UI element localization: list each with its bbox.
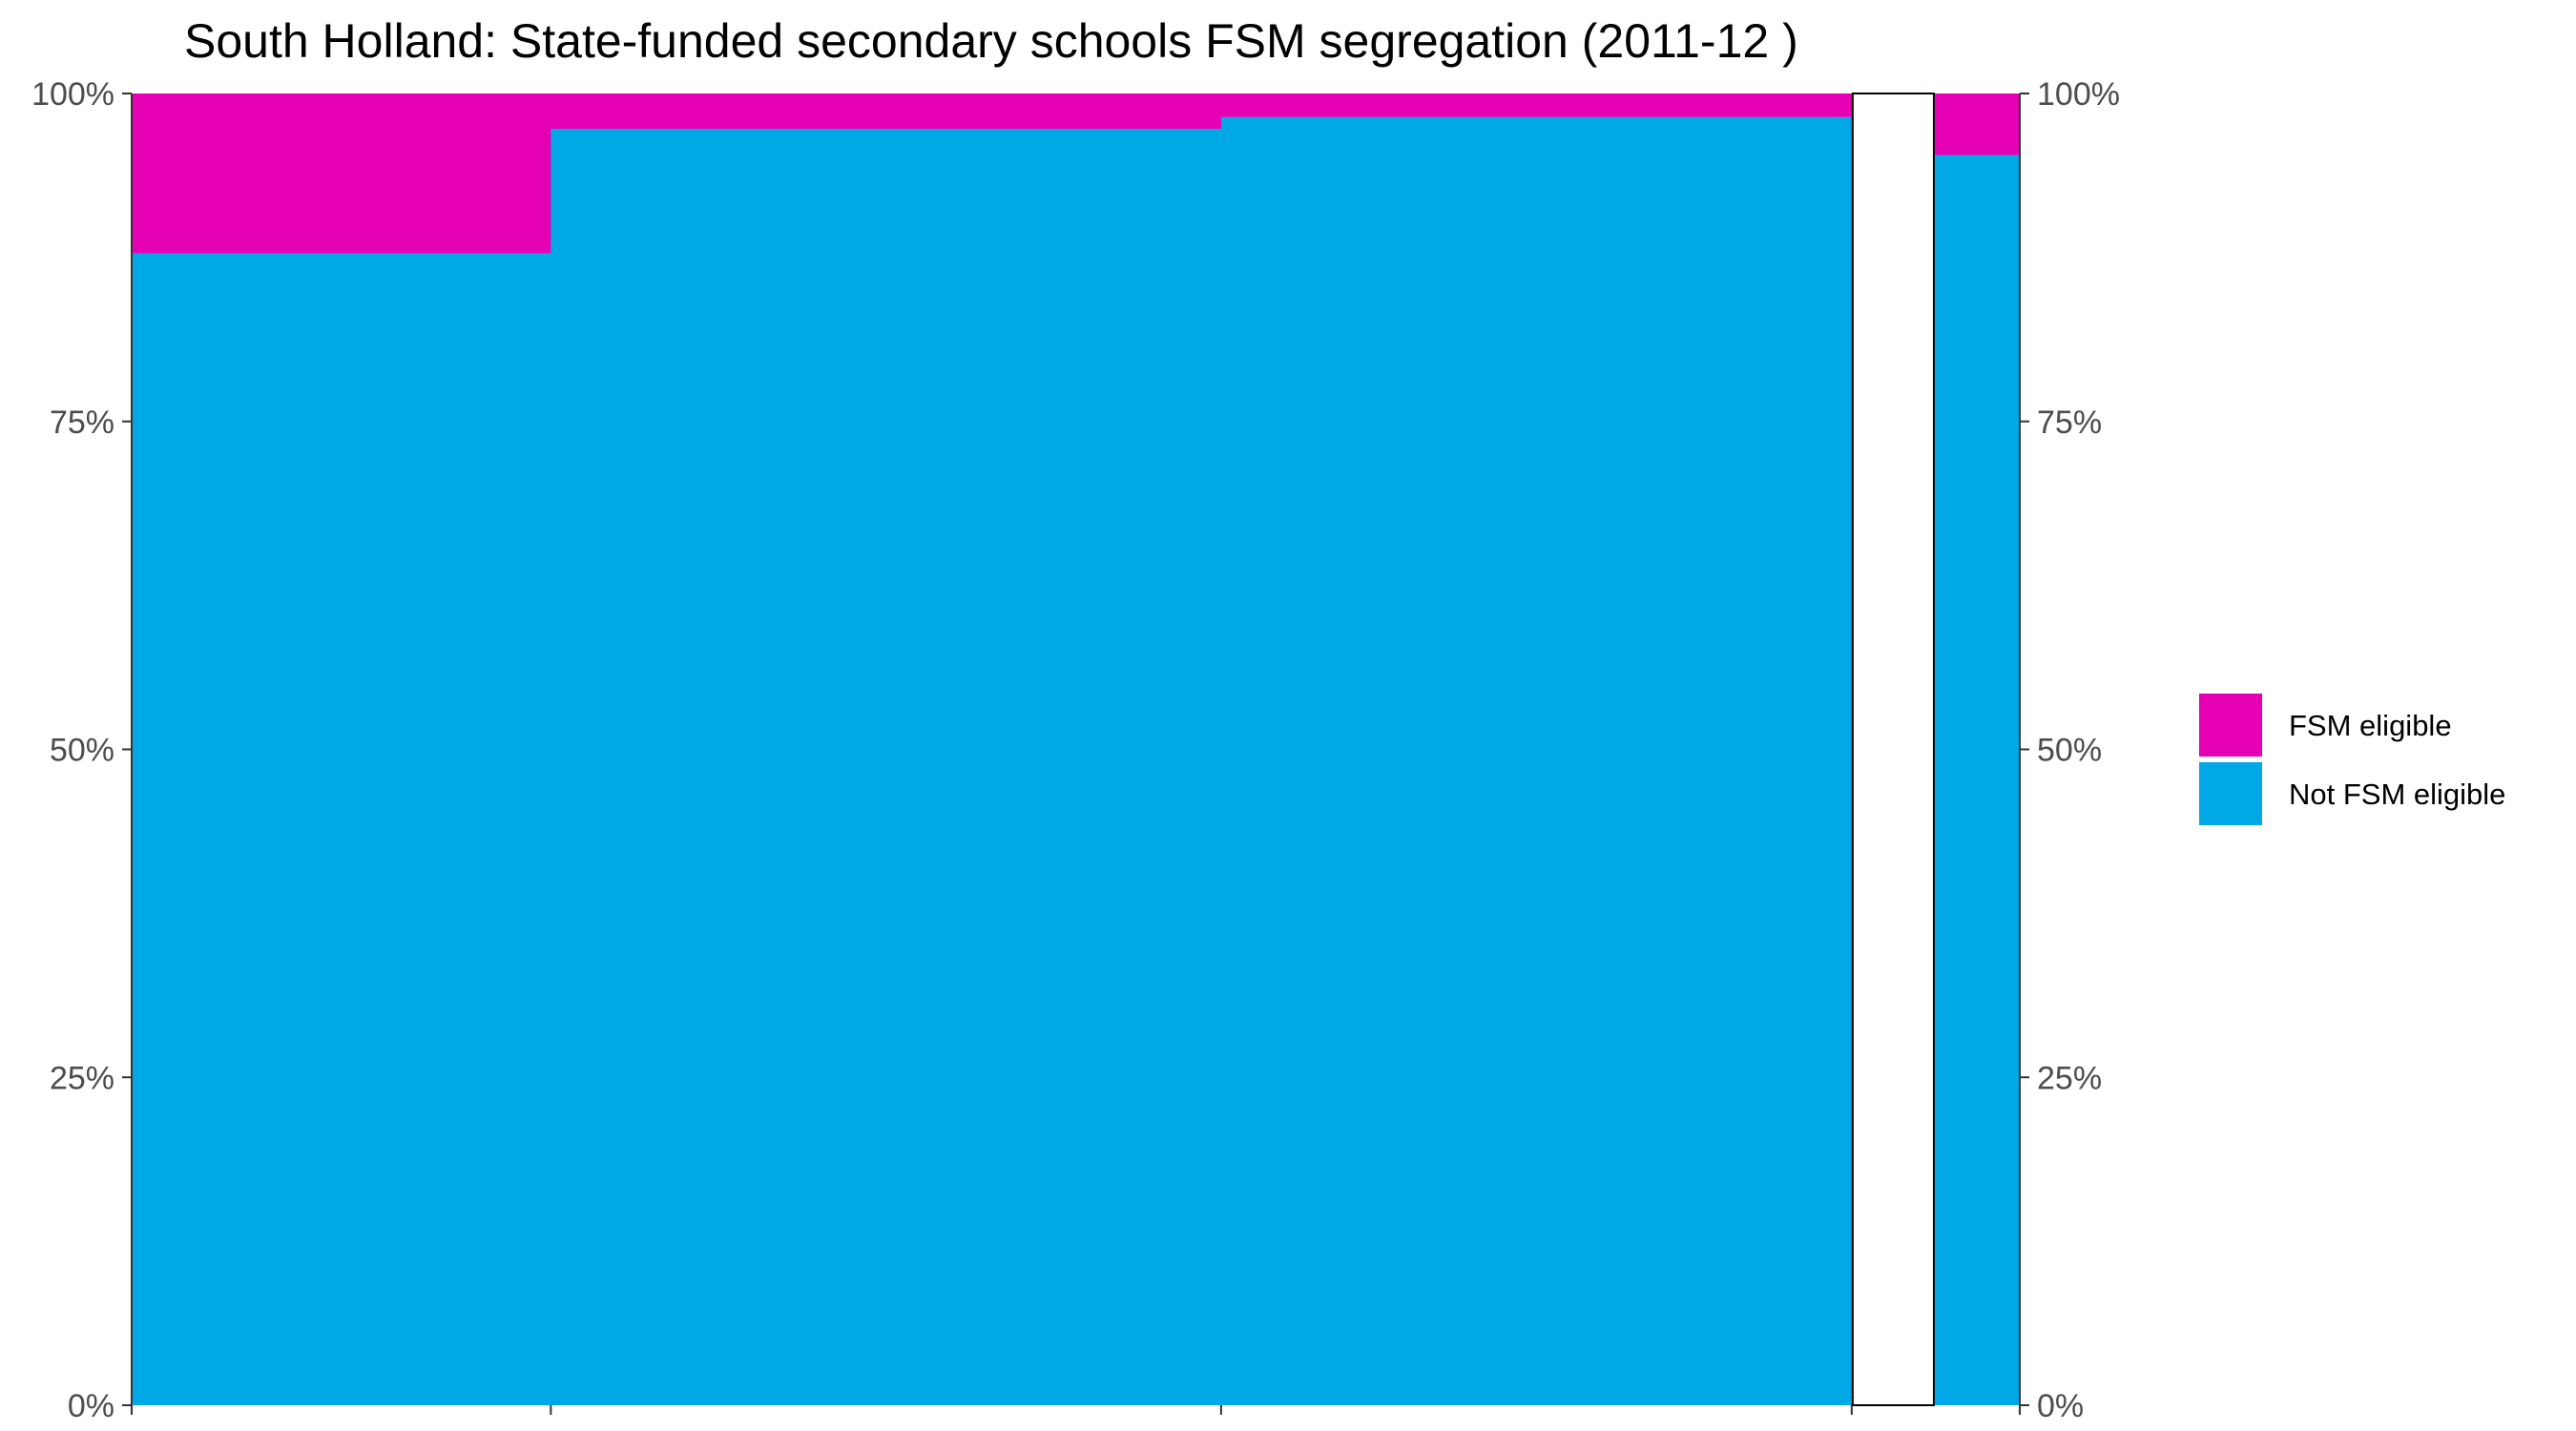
y-tick-label-left: 25% [50,1060,114,1096]
empty-bar-4 [1851,93,1935,1406]
legend: FSM eligible Not FSM eligible [2199,694,2505,825]
y-tick-label-left: 75% [50,404,114,441]
y-tick-label-right: 75% [2037,404,2102,441]
bar-fsm-3 [1220,93,1853,117]
legend-swatch-fsm [2199,694,2262,757]
legend-label: FSM eligible [2289,709,2452,742]
y-tick-label-left: 0% [68,1388,114,1424]
y-tick-label-right: 25% [2037,1060,2102,1096]
bar-not-fsm-3 [1220,116,1853,1405]
y-tick-label-right: 100% [2037,76,2120,113]
bar-fsm-1 [132,93,551,254]
legend-swatch-not-fsm [2199,762,2262,825]
y-tick-label-left: 50% [50,733,114,769]
y-tick-label-left: 100% [31,76,114,113]
bar-not-fsm-5 [1934,155,2021,1405]
y-tick-label-right: 0% [2037,1388,2084,1424]
bar-fsm-2 [551,93,1222,130]
bars-layer [132,93,2021,1406]
y-tick-label-right: 50% [2037,733,2102,769]
legend-label: Not FSM eligible [2289,778,2505,811]
chart-title: South Holland: State-funded secondary sc… [184,14,1798,68]
bar-not-fsm-1 [132,253,551,1405]
bar-not-fsm-2 [551,129,1222,1405]
axes-layer: 0% 0% 25% 25% 50% 50% 75% 75% 100% 100% [31,76,2120,1424]
bar-fsm-5 [1934,93,2021,156]
